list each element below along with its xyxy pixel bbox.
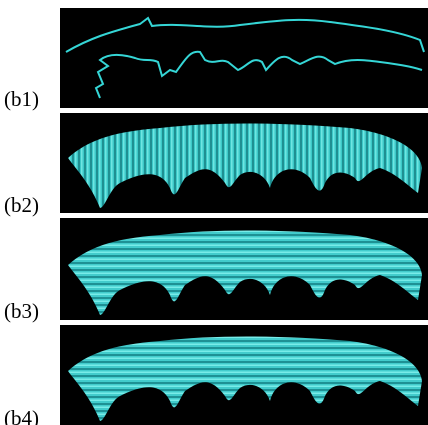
panel-label: (b2) xyxy=(4,193,39,217)
panel-label: (b3) xyxy=(4,299,39,323)
panel-label: (b1) xyxy=(4,87,39,111)
figure: (b1) (b2) (b3) (b4) xyxy=(0,0,428,425)
panel-label: (b4) xyxy=(4,406,39,425)
panel-b1 xyxy=(60,8,428,108)
